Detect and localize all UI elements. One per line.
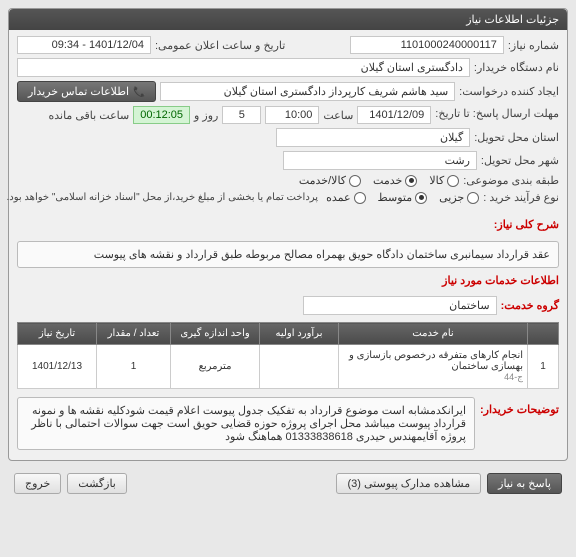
attachments-button[interactable]: مشاهده مدارک پیوستی (3) xyxy=(336,473,481,494)
cell-estimate xyxy=(260,345,339,389)
subject-class-radios: کالا خدمت کالا/خدمت xyxy=(299,174,459,187)
remaining-label: ساعت باقی مانده xyxy=(48,109,129,122)
cell-name: انجام کارهای متفرقه درخصوص بازسازی و بهس… xyxy=(339,345,528,389)
th-estimate: برآورد اولیه xyxy=(260,323,339,345)
contact-buyer-button[interactable]: اطلاعات تماس خریدار xyxy=(17,81,156,102)
delivery-province-label: استان محل تحویل: xyxy=(474,131,559,144)
subject-class-label: طبقه بندی موضوعی: xyxy=(463,174,559,187)
radio-motevaset[interactable]: متوسط xyxy=(378,191,428,204)
reply-button[interactable]: پاسخ به نیاز xyxy=(487,473,562,494)
phone-icon xyxy=(133,86,145,98)
days-remaining: 5 xyxy=(222,106,261,124)
back-label: بازگشت xyxy=(78,477,116,490)
buyer-org-label: نام دستگاه خریدار: xyxy=(474,61,559,74)
radio-both[interactable]: کالا/خدمت xyxy=(299,174,361,187)
main-desc-label: شرح کلی نیاز: xyxy=(494,218,559,231)
th-qty: تعداد / مقدار xyxy=(97,323,171,345)
requester-label: ایجاد کننده درخواست: xyxy=(459,85,559,98)
radio-jozi-label: جزیی xyxy=(439,191,464,204)
time-remaining: 00:12:05 xyxy=(133,106,190,124)
th-date: تاریخ نیاز xyxy=(18,323,97,345)
cell-qty: 1 xyxy=(97,345,171,389)
service-code: ج-44 xyxy=(343,372,523,383)
th-idx xyxy=(528,323,559,345)
radio-khedmat[interactable]: خدمت xyxy=(373,174,417,187)
need-number-label: شماره نیاز: xyxy=(508,39,559,52)
radio-both-label: کالا/خدمت xyxy=(299,174,346,187)
delivery-city-value: رشت xyxy=(283,151,477,170)
cell-unit: مترمربع xyxy=(171,345,260,389)
panel-header: جزئیات اطلاعات نیاز xyxy=(9,9,567,30)
need-details-panel: جزئیات اطلاعات نیاز شماره نیاز: 11010002… xyxy=(8,8,568,461)
radio-kala[interactable]: کالا xyxy=(429,174,459,187)
services-title: اطلاعات خدمات مورد نیاز xyxy=(17,274,559,287)
radio-motevaset-label: متوسط xyxy=(378,191,413,204)
table-row[interactable]: 1 انجام کارهای متفرقه درخصوص بازسازی و ب… xyxy=(18,345,559,389)
public-announce-value: 1401/12/04 - 09:34 xyxy=(17,36,151,54)
radio-khedmat-label: خدمت xyxy=(373,174,402,187)
service-group-value: ساختمان xyxy=(303,296,497,315)
panel-title: جزئیات اطلاعات نیاز xyxy=(466,14,559,26)
public-announce-label: تاریخ و ساعت اعلان عمومی: xyxy=(155,39,285,52)
cell-idx: 1 xyxy=(528,345,559,389)
need-number-value: 1101000240000117 xyxy=(350,36,504,54)
buyer-notes-label: توضیحات خریدار: xyxy=(479,403,559,416)
hour-label: ساعت xyxy=(323,109,353,122)
footer-actions: پاسخ به نیاز مشاهده مدارک پیوستی (3) باز… xyxy=(8,467,568,500)
buyer-org-value: دادگستری استان گیلان xyxy=(17,58,470,77)
main-desc-box: عقد قرارداد سیمانبری ساختمان دادگاه حویق… xyxy=(17,241,559,268)
delivery-city-label: شهر محل تحویل: xyxy=(481,154,559,167)
radio-jozi[interactable]: جزیی xyxy=(439,191,479,204)
buyer-notes-text: ایرانکدمشابه است موضوع قرارداد به تفکیک … xyxy=(17,397,475,450)
table-header-row: نام خدمت برآورد اولیه واحد اندازه گیری ت… xyxy=(18,323,559,345)
day-label: روز و xyxy=(194,109,218,122)
service-group-label: گروه خدمت: xyxy=(501,299,559,312)
cell-date: 1401/12/13 xyxy=(18,345,97,389)
deadline-date: 1401/12/09 xyxy=(357,106,431,124)
services-table: نام خدمت برآورد اولیه واحد اندازه گیری ت… xyxy=(17,322,559,389)
close-label: خروج xyxy=(25,477,50,490)
radio-omde[interactable]: عمده xyxy=(326,191,365,204)
th-name: نام خدمت xyxy=(339,323,528,345)
payment-note: پرداخت تمام یا بخشی از مبلغ خرید،از محل … xyxy=(6,192,318,203)
proc-type-label: نوع فرآیند خرید : xyxy=(483,191,559,204)
service-name: انجام کارهای متفرقه درخصوص بازسازی و بهس… xyxy=(343,350,523,372)
back-button[interactable]: بازگشت xyxy=(67,473,127,494)
radio-omde-label: عمده xyxy=(326,191,350,204)
close-button[interactable]: خروج xyxy=(14,473,61,494)
proc-type-radios: جزیی متوسط عمده xyxy=(326,191,479,204)
requester-value: سید هاشم شریف کارپرداز دادگستری استان گی… xyxy=(160,82,455,101)
attachments-label: مشاهده مدارک پیوستی (3) xyxy=(347,477,470,490)
contact-buyer-label: اطلاعات تماس خریدار xyxy=(28,85,129,98)
radio-kala-label: کالا xyxy=(429,174,444,187)
th-unit: واحد اندازه گیری xyxy=(171,323,260,345)
delivery-province-value: گیلان xyxy=(276,128,470,147)
deadline-label: مهلت ارسال پاسخ: تا تاریخ: xyxy=(435,108,559,121)
deadline-hour: 10:00 xyxy=(265,106,319,124)
reply-label: پاسخ به نیاز xyxy=(498,477,551,490)
panel-body: شماره نیاز: 1101000240000117 تاریخ و ساع… xyxy=(9,30,567,460)
